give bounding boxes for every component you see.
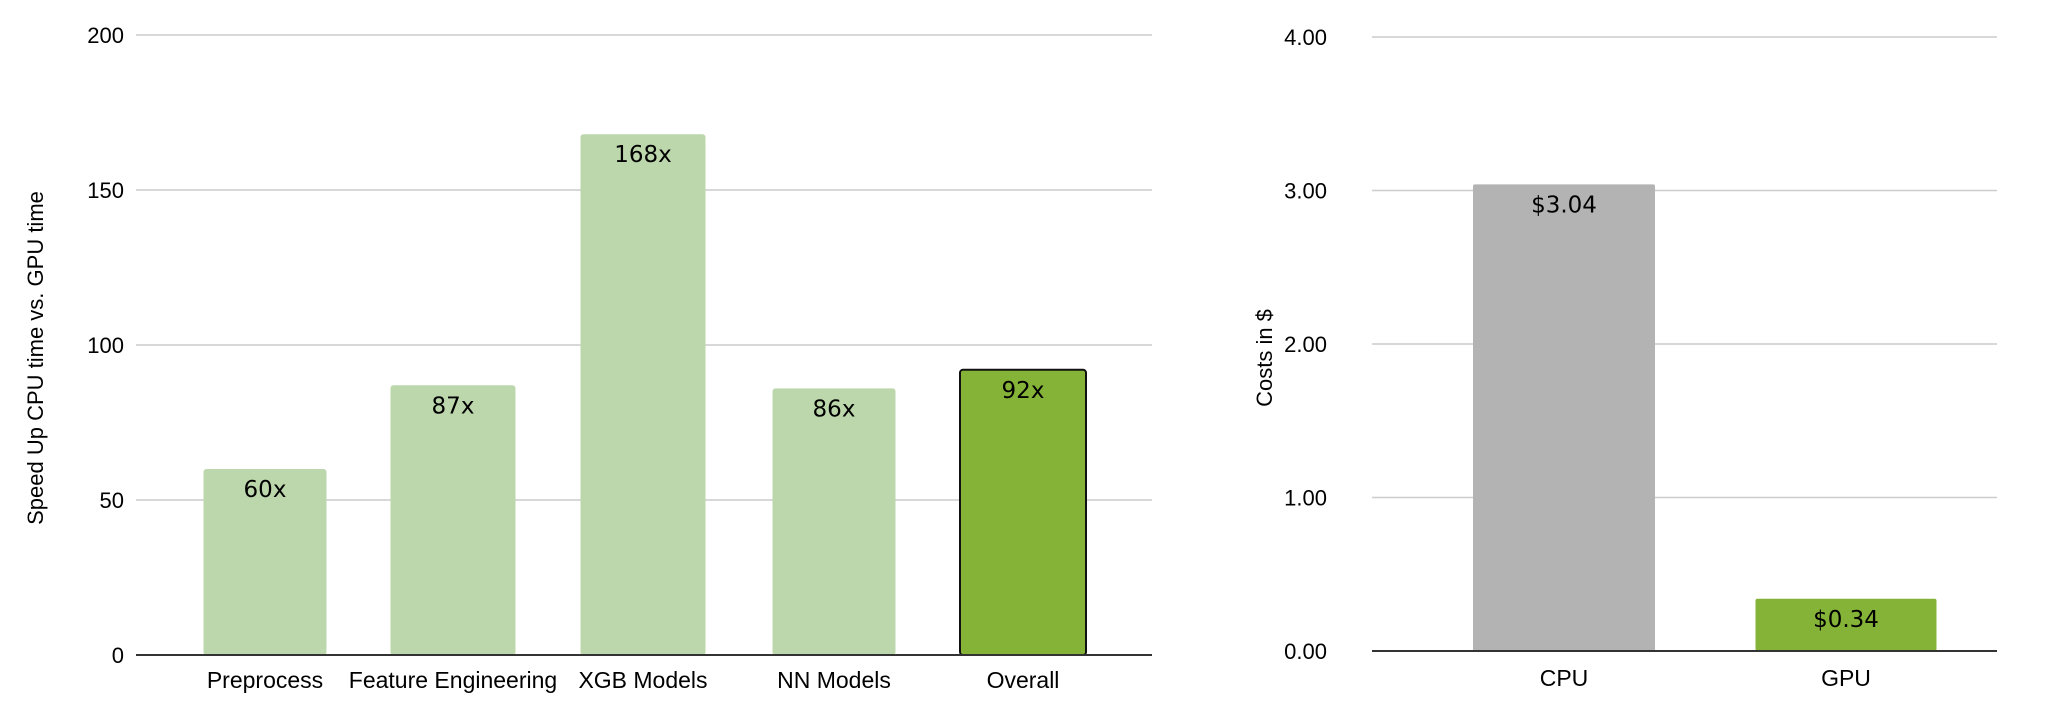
- speedup-category-label: XGB Models: [578, 667, 707, 693]
- speedup-data-label: 168x: [614, 142, 672, 168]
- speedup-bar: [580, 134, 706, 655]
- speedup-bar: [772, 388, 896, 655]
- speedup-y-tick-labels: 0 50 100 150 200: [87, 23, 124, 668]
- speedup-data-label: 92x: [1002, 378, 1045, 404]
- cost-y-tick-label: 2.00: [1284, 332, 1327, 357]
- cost-y-tick-label: 0.00: [1284, 639, 1327, 664]
- speedup-chart: 0 50 100 150 200 Speed Up CPU time vs. GPU t…: [23, 23, 1152, 693]
- cost-y-axis-label: Costs in $: [1252, 309, 1277, 407]
- cost-gridlines: [1372, 36, 1997, 499]
- speedup-bar: [959, 368, 1087, 656]
- speedup-bar: [390, 385, 516, 655]
- speedup-data-labels: 60x 87x 168x 86x 92x: [244, 142, 1045, 503]
- cost-bar: [1755, 598, 1937, 651]
- speedup-data-label: 60x: [244, 477, 287, 503]
- cost-y-tick-labels: 0.00 1.00 2.00 3.00 4.00: [1284, 25, 1327, 664]
- speedup-category-label: Overall: [987, 667, 1060, 693]
- speedup-category-label: Preprocess: [207, 667, 323, 693]
- cost-chart: 0.00 1.00 2.00 3.00 4.00 Costs in $ $3.04 $0.…: [1252, 25, 1997, 691]
- cost-category-label: CPU: [1540, 665, 1589, 691]
- speedup-y-axis-label: Speed Up CPU time vs. GPU time: [23, 191, 48, 525]
- speedup-category-label: Feature Engineering: [349, 667, 557, 693]
- cost-y-tick-label: 1.00: [1284, 486, 1327, 511]
- cost-bars: [1473, 184, 1937, 652]
- speedup-data-label: 86x: [813, 396, 856, 422]
- cost-bar: [1473, 184, 1655, 652]
- speedup-bars: [203, 134, 1087, 656]
- speedup-bar: [203, 469, 327, 655]
- speedup-y-tick-label: 200: [87, 23, 124, 48]
- cost-category-labels: CPU GPU: [1540, 665, 1871, 691]
- cost-y-tick-label: 3.00: [1284, 179, 1327, 204]
- speedup-category-label: NN Models: [777, 667, 891, 693]
- speedup-y-tick-label: 150: [87, 178, 124, 203]
- cost-data-labels: $3.04 $0.34: [1531, 192, 1879, 632]
- cost-y-tick-label: 4.00: [1284, 25, 1327, 50]
- speedup-y-tick-label: 50: [100, 488, 124, 513]
- cost-data-label: $0.34: [1813, 607, 1879, 633]
- speedup-data-label: 87x: [432, 393, 475, 419]
- cost-data-label: $3.04: [1531, 192, 1597, 218]
- speedup-y-tick-label: 0: [112, 643, 124, 668]
- speedup-category-labels: Preprocess Feature Engineering XGB Models N…: [207, 667, 1060, 693]
- cost-category-label: GPU: [1821, 665, 1871, 691]
- speedup-y-tick-label: 100: [87, 333, 124, 358]
